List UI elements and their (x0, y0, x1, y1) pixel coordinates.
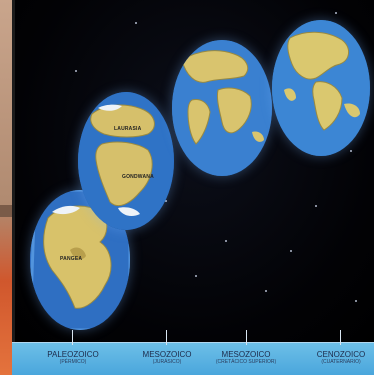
star (290, 250, 292, 252)
era-name: MESOZOICO (221, 350, 271, 359)
timeline-tick-cenozoico (340, 330, 341, 345)
era-mesozoico-cretacico: MESOZOICO (CRETÁCICO SUPERIOR) (206, 350, 286, 365)
timeline-bar (12, 342, 374, 375)
star (355, 300, 357, 302)
star (75, 70, 77, 72)
era-name: MESOZOICO (142, 350, 192, 359)
timeline-tick-paleozoico (72, 330, 73, 345)
globe-jurassic: LAURASIA GONDWANA (78, 92, 174, 230)
era-sub: (JURÁSICO) (152, 359, 182, 365)
star (335, 12, 337, 14)
era-mesozoico-jurasico: MESOZOICO (JURÁSICO) (140, 350, 194, 365)
star (225, 240, 227, 242)
timeline-tick-mesozoico-jurasico (166, 330, 167, 345)
globe-label-laurasia: LAURASIA (114, 126, 142, 132)
globe-cretaceous (172, 40, 272, 176)
star (315, 205, 317, 207)
era-name: CENOZOICO (316, 350, 366, 359)
era-sub: (PÉRMICO) (59, 359, 87, 365)
era-cenozoico: CENOZOICO (CUATERNARIO) (312, 350, 370, 365)
era-name: PALEOZOICO (47, 350, 99, 359)
star (135, 22, 137, 24)
era-sub: (CUATERNARIO) (321, 359, 361, 365)
star (265, 290, 267, 292)
star (350, 150, 352, 152)
star (195, 275, 197, 277)
globe-quaternary (272, 20, 370, 156)
globe-label-pangea: PANGEA (60, 256, 83, 262)
globe-label-gondwana: GONDWANA (122, 174, 154, 180)
star (165, 200, 167, 202)
era-paleozoico: PALEOZOICO (PÉRMICO) (46, 350, 100, 365)
timeline-tick-mesozoico-cretacico (246, 330, 247, 345)
timeline-baseline (12, 342, 374, 343)
era-sub: (CRETÁCICO SUPERIOR) (215, 359, 277, 365)
